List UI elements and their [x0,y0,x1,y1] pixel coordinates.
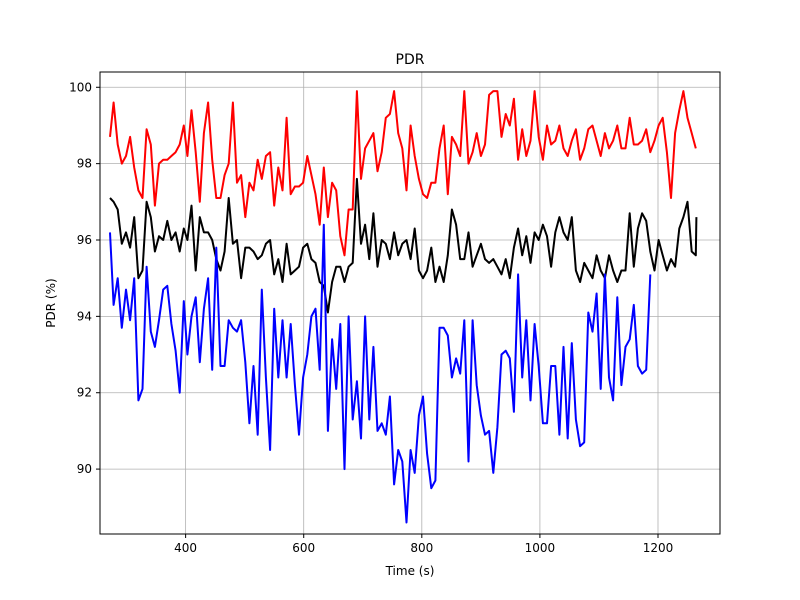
chart-title: PDR [396,52,425,68]
x-axis-label: Time (s) [385,564,435,578]
y-tick-label: 96 [77,233,92,247]
x-tick-label: 800 [410,541,433,555]
plot-frame [99,71,721,535]
y-tick-label: 100 [69,80,92,94]
series-lines [109,90,698,524]
y-tick-label: 98 [77,157,92,171]
x-tick-label: 400 [174,541,197,555]
x-tick-label: 1000 [525,541,556,555]
series-line-3 [109,223,652,524]
y-tick-label: 94 [77,309,92,323]
x-tick-label: 600 [292,541,315,555]
series-line-1 [109,90,697,257]
series-line-2 [109,177,698,314]
x-tick-label: 1200 [643,541,674,555]
y-tick-label: 92 [77,386,92,400]
y-axis-label: PDR (%) [44,278,58,327]
y-axis-ticks: 90 92 94 96 98 100 [69,80,100,476]
y-tick-label: 90 [77,462,92,476]
x-axis-ticks: 400 600 800 1000 1200 [174,534,673,555]
